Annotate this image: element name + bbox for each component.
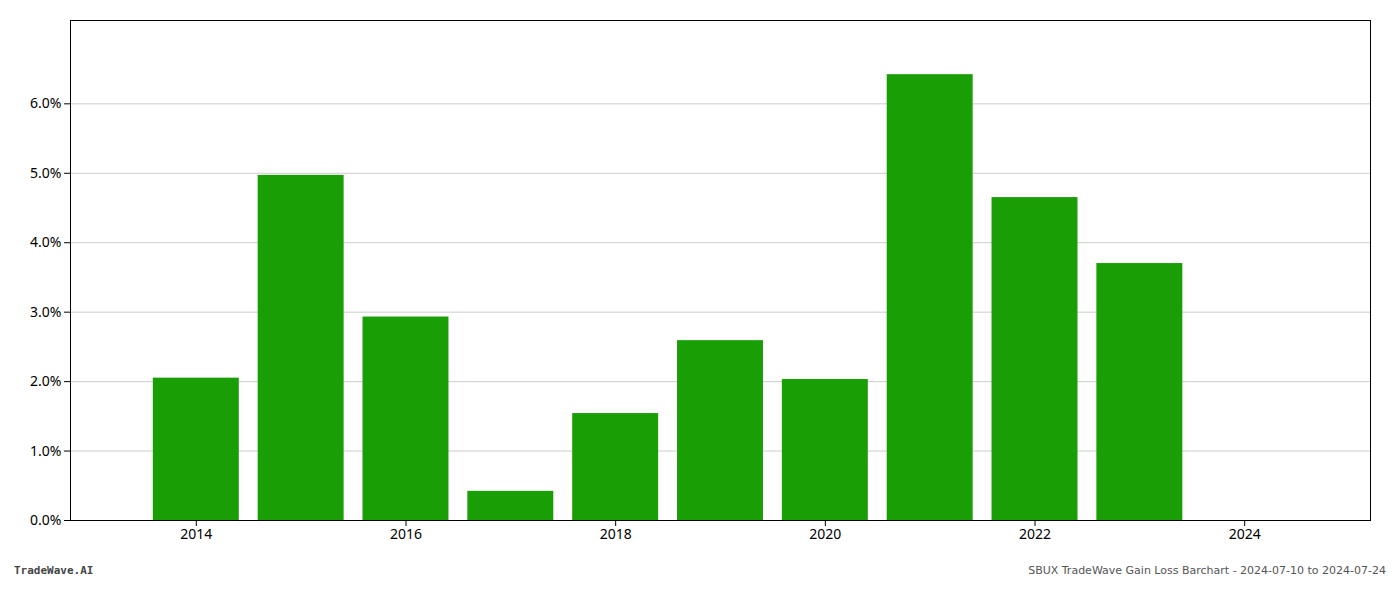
svg-text:3.0%: 3.0% <box>30 302 61 321</box>
svg-text:2016: 2016 <box>390 524 422 543</box>
html-text:SBUX TradeWave Gain Loss Barch: SBUX TradeWave Gain Loss Barchart - 2024… <box>1028 564 1386 577</box>
svg-text:4.0%: 4.0% <box>30 232 61 251</box>
html-text:TradeWave.AI: TradeWave.AI <box>14 564 94 577</box>
svg-text:2024: 2024 <box>1229 524 1261 543</box>
svg-text:2014: 2014 <box>180 524 212 543</box>
svg-text:2018: 2018 <box>600 524 632 543</box>
svg-text:1.0%: 1.0% <box>30 441 61 460</box>
svg-text:6.0%: 6.0% <box>30 93 61 112</box>
svg-text:0.0%: 0.0% <box>30 510 61 529</box>
svg-text:2022: 2022 <box>1019 524 1051 543</box>
svg-text:5.0%: 5.0% <box>30 163 61 182</box>
svg-text:2020: 2020 <box>809 524 841 543</box>
svg-text:2.0%: 2.0% <box>30 371 61 390</box>
